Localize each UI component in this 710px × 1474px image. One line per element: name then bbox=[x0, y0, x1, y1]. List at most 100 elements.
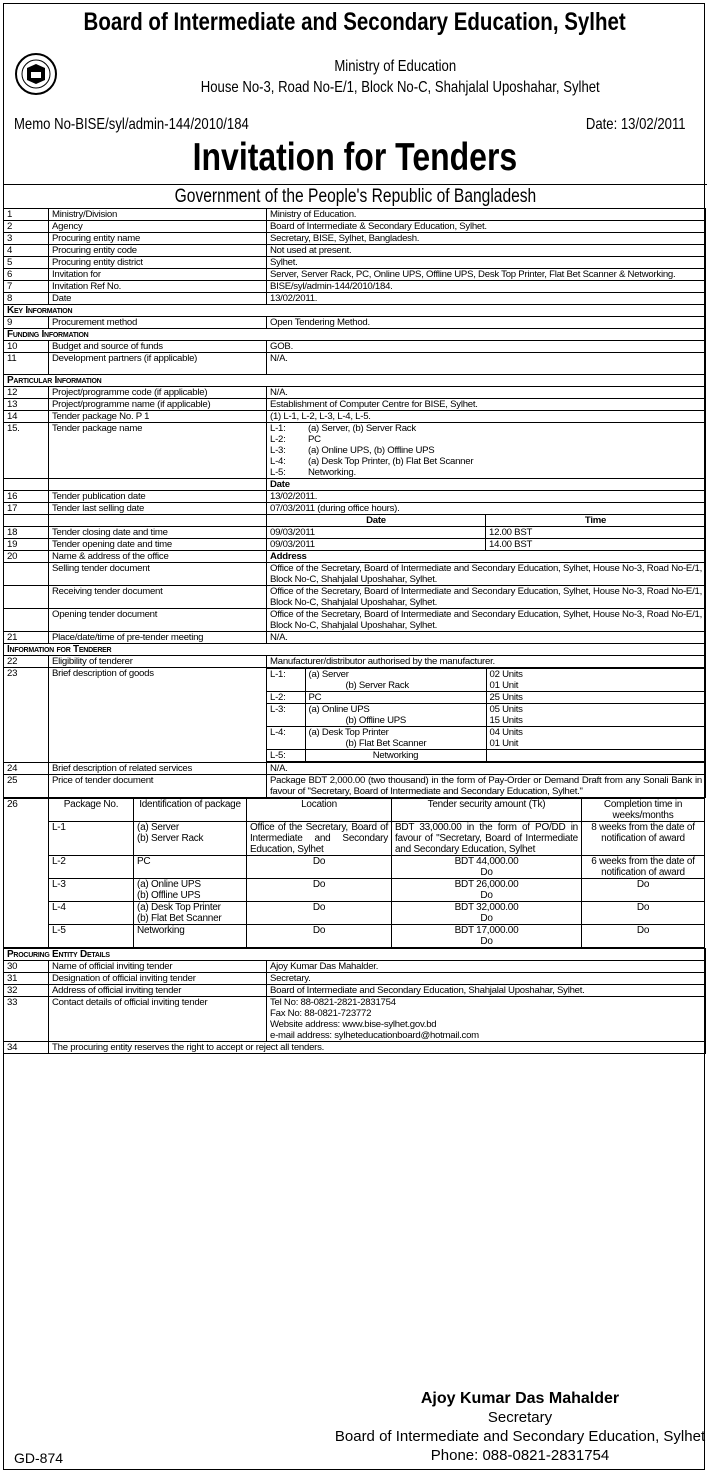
lot-code: L-5: bbox=[267, 749, 306, 762]
subheader: Date bbox=[266, 478, 706, 491]
section-heading: Particular Information bbox=[3, 374, 706, 387]
package-names: L-1: (a) Server, (b) Server Rack L-2: PC L-3… bbox=[266, 422, 706, 479]
section-heading: Information for Tenderer bbox=[3, 643, 706, 656]
package-identification: (a) Server (b) Server Rack bbox=[133, 821, 247, 856]
package-number: L-4 bbox=[48, 901, 134, 925]
row-value: Secretary, BISE, Sylhet, Bangladesh. bbox=[266, 232, 706, 245]
lot-items: Networking bbox=[304, 749, 487, 762]
column-header-time: Time bbox=[485, 514, 706, 527]
package-table: 26 Package No. Identification of package Lo… bbox=[3, 798, 705, 948]
package-column-header: Identification of package bbox=[133, 798, 247, 822]
row-number: 9 bbox=[3, 316, 49, 329]
goods-item: (a) Online UPS bbox=[308, 704, 370, 715]
table-row: 14 Tender package No. P 1 (1) L-1, L-2, L-… bbox=[3, 410, 706, 423]
row-value: Manufacturer/distributor authorised by t… bbox=[266, 655, 706, 668]
goods-item: (a) Server bbox=[308, 669, 349, 680]
goods-item: (b) Offline UPS bbox=[345, 715, 407, 726]
lot-code: L-3: bbox=[267, 703, 306, 727]
table-row: 8 Date 13/02/2011. bbox=[3, 292, 706, 305]
row-label: Opening tender document bbox=[48, 608, 267, 632]
table-row: 33 Contact details of official inviting t… bbox=[3, 996, 707, 1042]
goods-lot: L-2: PC 25 Units bbox=[267, 691, 705, 704]
row-value: N/A. bbox=[266, 762, 706, 775]
row-number bbox=[3, 608, 49, 632]
goods-item: PC bbox=[308, 692, 322, 703]
package-completion-time: Do bbox=[581, 924, 705, 948]
package-location: Office of the Secretary, Board of Interm… bbox=[246, 821, 392, 856]
table-row: 5 Procuring entity district Sylhet. bbox=[3, 256, 706, 269]
table-row: 13 Project/programme name (if applicable)… bbox=[3, 398, 706, 411]
row-value: 07/03/2011 (during office hours). bbox=[266, 502, 706, 515]
row-date: 09/03/2011 bbox=[266, 538, 486, 551]
table-row: 23 Brief description of goods L-1: (a) Serv… bbox=[3, 667, 706, 763]
row-label: Procuring entity district bbox=[48, 256, 267, 269]
signatory-designation: Secretary bbox=[487, 1409, 553, 1426]
package-column-header: Location bbox=[246, 798, 392, 822]
contact-line: Tel No: 88-0821-2821-2831754 bbox=[270, 997, 396, 1008]
row-time: 12.00 BST bbox=[485, 526, 706, 539]
lot-items: PC bbox=[304, 691, 487, 704]
row-value: Establishment of Computer Centre for BIS… bbox=[266, 398, 706, 411]
details-table-part-1: 1 Ministry/Division Ministry of Education.… bbox=[3, 208, 706, 798]
goods-units: 01 Unit bbox=[489, 738, 519, 749]
row-value: N/A. bbox=[266, 386, 706, 399]
package-completion-time: 6 weeks from the date of notification of… bbox=[581, 855, 705, 879]
government-heading: Government of the People's Republic of B… bbox=[3, 184, 707, 209]
table-row: 17 Tender last selling date 07/03/2011 (du… bbox=[3, 502, 706, 515]
row-value: Secretary. bbox=[265, 972, 707, 985]
row-date: 09/03/2011 bbox=[266, 526, 486, 539]
goods-lot: L-5: Networking bbox=[267, 749, 705, 762]
table-row: 18 Tender closing date and time 09/03/2011… bbox=[3, 526, 706, 539]
lot-items: (a) Desk Top Printer (b) Flat Bet Scanner bbox=[304, 726, 487, 750]
row-number: 30 bbox=[3, 960, 49, 973]
package-completion-time: Do bbox=[581, 878, 705, 902]
package-line: L-2: PC bbox=[270, 434, 702, 445]
row-number: 21 bbox=[3, 631, 49, 644]
row-number: 24 bbox=[3, 762, 49, 775]
row-label: Eligibility of tenderer bbox=[48, 655, 267, 668]
lot-items: (a) Server (b) Server Rack bbox=[304, 668, 487, 692]
row-label: Invitation for bbox=[48, 268, 267, 281]
row-value: (1) L-1, L-2, L-3, L-4, L-5. bbox=[266, 410, 706, 423]
package-row: L-3 (a) Online UPS (b) Offline UPS Do BDT 2… bbox=[4, 878, 705, 902]
row-label: Ministry/Division bbox=[48, 208, 267, 221]
row-label: Address of official inviting tender bbox=[48, 984, 267, 997]
goods-item: (b) Flat Bet Scanner bbox=[345, 738, 427, 749]
contact-line: Fax No: 88-0821-723772 bbox=[270, 1008, 372, 1019]
row-label: Tender last selling date bbox=[48, 502, 267, 515]
row-value: Not used at present. bbox=[266, 244, 706, 257]
lot-code: L-1: bbox=[267, 668, 306, 692]
package-location: Do bbox=[246, 901, 392, 925]
details-table-part-2: Procuring Entity Details 30 Name of offici… bbox=[2, 948, 707, 1054]
row-label: Invitation Ref No. bbox=[48, 280, 267, 293]
lot-code: L-4: bbox=[267, 726, 306, 750]
table-row: 7 Invitation Ref No. BISE/syl/admin-144/20… bbox=[3, 280, 706, 293]
package-security-amount: BDT 26,000.00 Do bbox=[391, 878, 582, 902]
subheader-row: Date bbox=[3, 478, 706, 491]
package-number: L-1 bbox=[48, 821, 134, 856]
goods-item: Networking bbox=[372, 750, 419, 761]
lot-code: L-2: bbox=[267, 691, 306, 704]
row-label: Tender package No. P 1 bbox=[48, 410, 267, 423]
row-number: 5 bbox=[3, 256, 49, 269]
signature-block: Ajoy Kumar Das Mahalder Secretary Board … bbox=[320, 1389, 710, 1465]
package-column-header: Package No. bbox=[48, 798, 134, 822]
section-row: Particular Information bbox=[3, 374, 706, 387]
row-value: N/A. bbox=[266, 631, 706, 644]
goods-lot: L-4: (a) Desk Top Printer (b) Flat Bet Sca… bbox=[267, 726, 705, 750]
signatory-organization: Board of Intermediate and Secondary Educ… bbox=[334, 1428, 706, 1445]
memo-date: Date: 13/02/2011 bbox=[586, 116, 686, 133]
row-value: Ministry of Education. bbox=[266, 208, 706, 221]
package-identification: Networking bbox=[133, 924, 247, 948]
memo-number: Memo No-BISE/syl/admin-144/2010/184 bbox=[14, 116, 249, 133]
row-number: 16 bbox=[3, 490, 49, 503]
row-label: Selling tender document bbox=[48, 562, 267, 586]
row-number: 11 bbox=[3, 352, 49, 375]
row-value: Office of the Secretary, Board of Interm… bbox=[266, 608, 706, 632]
row-number: 1 bbox=[3, 208, 49, 221]
table-row: 31 Designation of official inviting tende… bbox=[3, 972, 707, 985]
goods-units: 04 Units bbox=[489, 727, 523, 738]
row-value: Office of the Secretary, Board of Interm… bbox=[266, 562, 706, 586]
row-label: Agency bbox=[48, 220, 267, 233]
goods-lot: L-1: (a) Server (b) Server Rack 02 Units 01 … bbox=[267, 668, 705, 692]
